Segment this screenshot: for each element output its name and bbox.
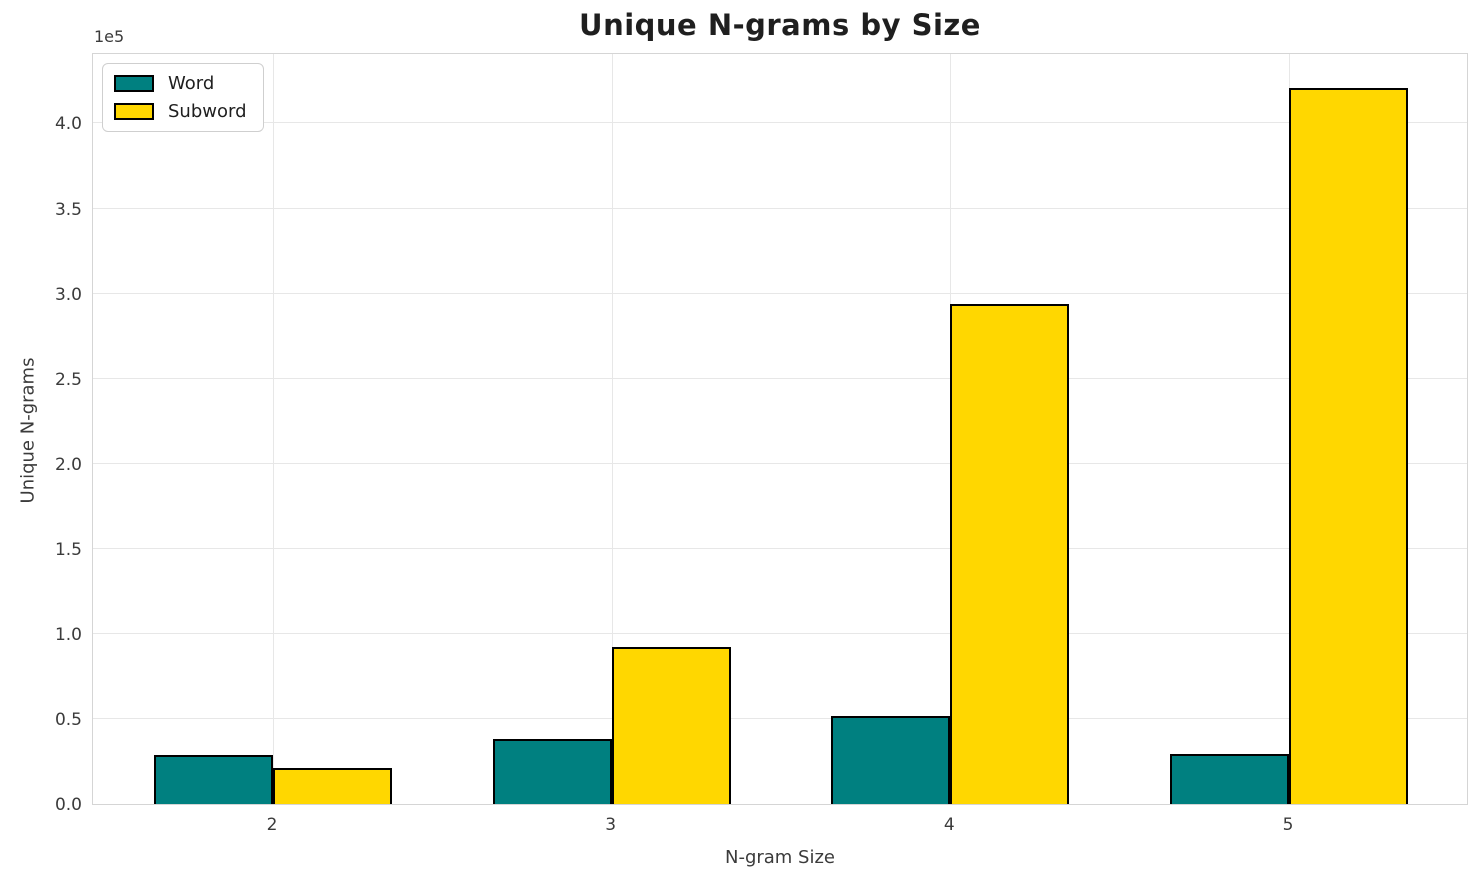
gridline-horizontal <box>93 717 1467 719</box>
y-tick-label: 3.0 <box>54 284 82 305</box>
y-tick-label: 1.5 <box>54 539 82 560</box>
y-axis-offset-text: 1e5 <box>94 27 125 46</box>
x-tick-label: 4 <box>943 815 955 835</box>
y-axis-label: Unique N-grams <box>17 357 39 504</box>
bar-word-4 <box>831 715 951 804</box>
x-tick-label: 2 <box>266 815 278 835</box>
y-tick-label: 4.0 <box>54 114 82 135</box>
x-axis-label: N-gram Size <box>724 847 836 868</box>
legend-item-subword: Subword <box>114 101 247 122</box>
gridline-horizontal <box>93 632 1467 634</box>
x-tick-label: 3 <box>605 815 617 835</box>
legend-item-word: Word <box>114 73 247 94</box>
gridline-horizontal <box>93 207 1467 209</box>
bar-word-2 <box>154 754 273 804</box>
bar-subword-2 <box>273 768 392 804</box>
y-tick-label: 1.0 <box>54 624 82 645</box>
gridline-horizontal <box>93 377 1467 379</box>
x-tick-label: 5 <box>1282 815 1294 835</box>
y-tick-label: 2.0 <box>54 454 82 475</box>
y-tick-label: 0.5 <box>54 709 82 730</box>
plot-area: Word Subword <box>92 53 1468 805</box>
legend-label: Subword <box>168 101 247 122</box>
gridline-horizontal <box>93 547 1467 549</box>
bar-subword-3 <box>611 646 731 804</box>
legend-label: Word <box>168 73 215 94</box>
gridline-horizontal <box>93 462 1467 464</box>
gridline-vertical <box>273 54 274 804</box>
legend-swatch-word <box>114 75 154 92</box>
bar-word-3 <box>492 739 612 804</box>
gridline-horizontal <box>93 122 1467 124</box>
legend-swatch-subword <box>114 103 154 120</box>
bar-word-5 <box>1170 753 1289 804</box>
gridline-vertical <box>611 54 613 804</box>
chart-title: Unique N-grams by Size <box>579 8 981 42</box>
y-tick-label: 3.5 <box>54 199 82 220</box>
bar-subword-4 <box>950 303 1070 804</box>
y-tick-label: 0.0 <box>54 795 82 815</box>
bar-subword-5 <box>1289 87 1408 804</box>
legend: Word Subword <box>102 63 264 132</box>
gridline-horizontal <box>93 292 1467 294</box>
y-tick-label: 2.5 <box>54 369 82 390</box>
